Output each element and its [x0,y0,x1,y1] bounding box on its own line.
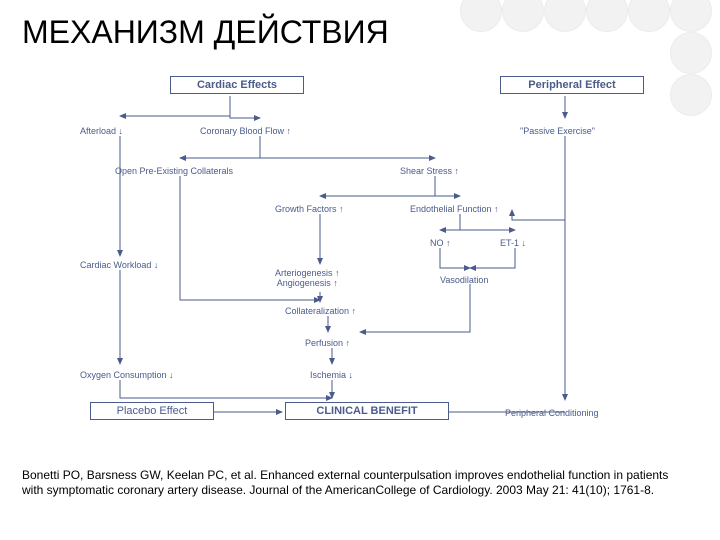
decor-circle [502,0,544,32]
decor-circle [670,0,712,32]
diagram-label-et1: ET-1 ↓ [500,238,526,248]
citation-text: Bonetti PO, Barsness GW, Keelan PC, et a… [22,468,682,498]
diagram-label-endo: Endothelial Function ↑ [410,204,499,214]
diagram-box-benefit: CLINICAL BENEFIT [285,402,449,420]
diagram-label-vasodil: Vasodilation [440,275,488,285]
diagram-label-afterload: Afterload ↓ [80,126,123,136]
diagram-label-no: NO ↑ [430,238,451,248]
diagram-label-growth: Growth Factors ↑ [275,204,344,214]
decor-circle [628,0,670,32]
diagram-label-ischemia: Ischemia ↓ [310,370,353,380]
diagram-label-cbf: Coronary Blood Flow ↑ [200,126,291,136]
diagram-label-oxygen: Oxygen Consumption ↓ [80,370,174,380]
diagram-label-collatz: Collateralization ↑ [285,306,356,316]
diagram-box-placebo: Placebo Effect [90,402,214,420]
diagram-label-perfus: Perfusion ↑ [305,338,350,348]
diagram-label-periphcond: Peripheral Conditioning [505,408,599,418]
diagram-label-artangio: Arteriogenesis ↑Angiogenesis ↑ [275,268,340,288]
mechanism-diagram: Cardiac Effects Peripheral Effect Placebo … [60,70,680,440]
diagram-label-workload: Cardiac Workload ↓ [80,260,158,270]
diagram-label-collat: Open Pre-Existing Collaterals [115,166,233,176]
decor-circle [670,32,712,74]
decor-circle [586,0,628,32]
decor-circle [460,0,502,32]
page-title: МЕХАНИЗМ ДЕЙСТВИЯ [22,14,389,51]
decor-circle [544,0,586,32]
diagram-label-passive: "Passive Exercise" [520,126,595,136]
diagram-label-shear: Shear Stress ↑ [400,166,459,176]
diagram-box-cardiac: Cardiac Effects [170,76,304,94]
diagram-box-peripheral: Peripheral Effect [500,76,644,94]
